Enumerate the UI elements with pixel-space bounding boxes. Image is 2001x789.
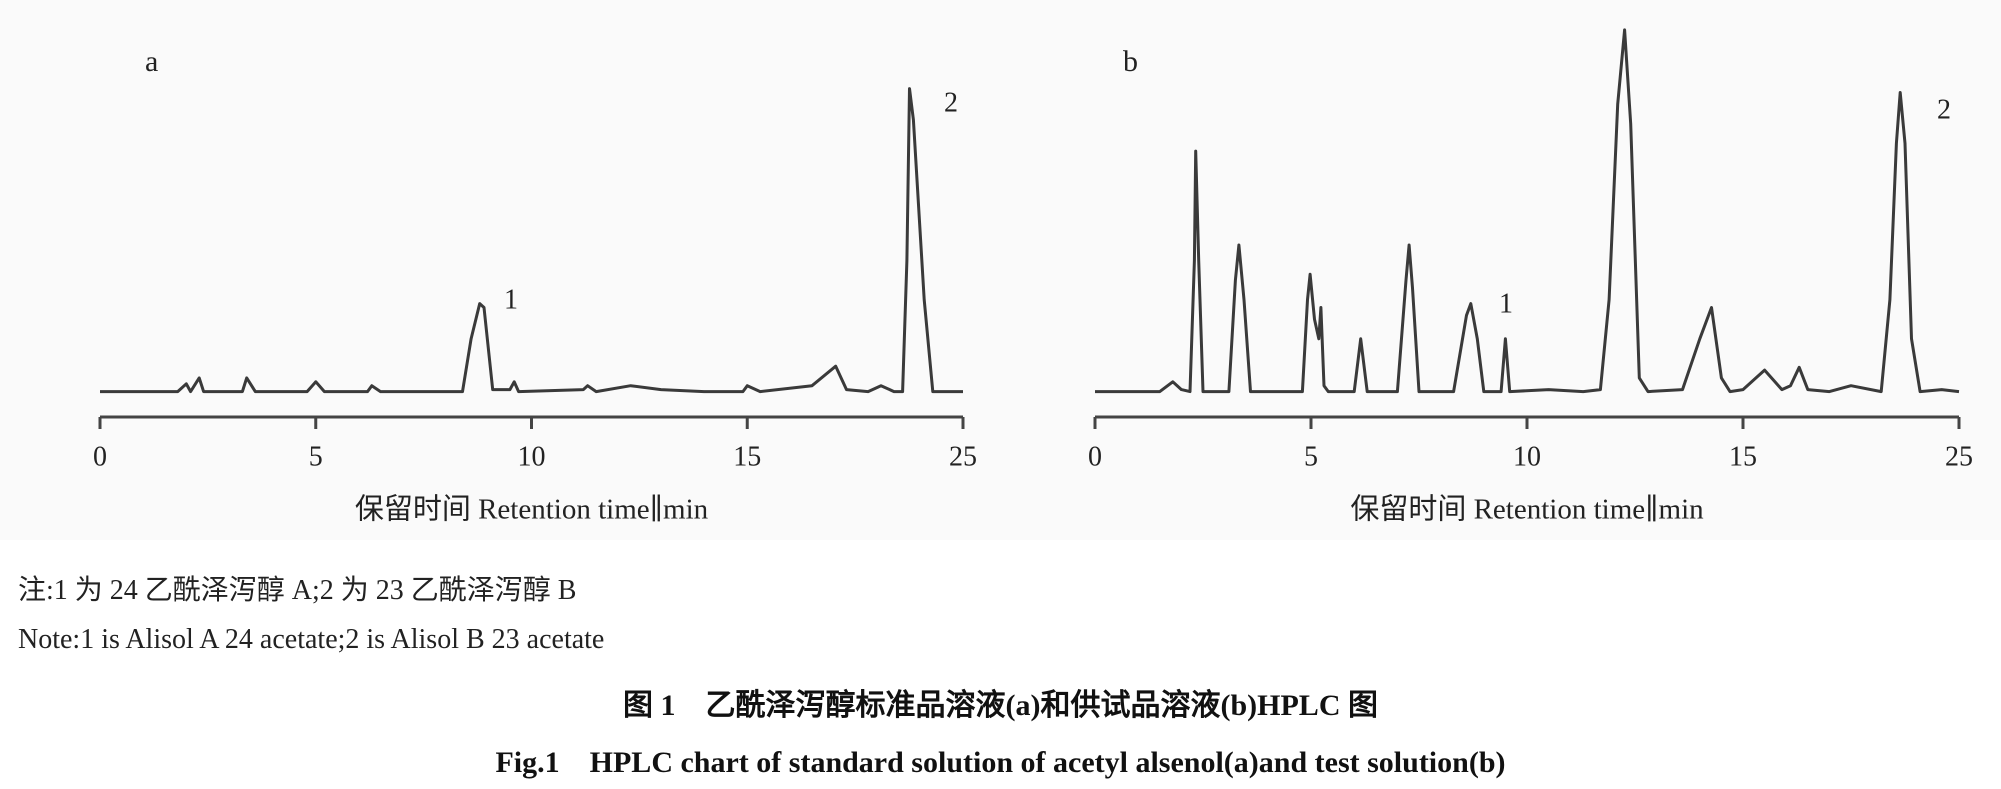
chromatogram-line: [100, 87, 963, 394]
caption-en: Fig.1 HPLC chart of standard solution of…: [495, 746, 1506, 779]
x-tick-label: 10: [1513, 441, 1541, 472]
note: Note:1 is Alisol A 24 acetate;2 is Aliso…: [18, 624, 605, 655]
note: 注:1 为 24 乙酰泽泻醇 A;2 为 23 乙酰泽泻醇 B: [18, 575, 577, 606]
chromatogram-line: [1095, 28, 1960, 394]
x-tick-label: 5: [309, 441, 323, 472]
x-tick-label: 5: [1304, 441, 1318, 472]
x-tick-label: 25: [949, 441, 977, 472]
chart: a 0 5 10 15 25 保留时间 Retention time∥min 1 2 b 0 5 10 1…: [93, 28, 1973, 526]
x-tick-label: 25: [1945, 441, 1973, 472]
x-tick-label: 15: [733, 441, 761, 472]
x-tick-label: 0: [93, 441, 107, 472]
x-tick-label: 10: [518, 441, 546, 472]
peak-label: 2: [1937, 94, 1951, 125]
x-axis-label: 保留时间 Retention time∥min: [355, 493, 709, 526]
peak-label: 2: [944, 87, 958, 118]
peak-label: 1: [1499, 288, 1513, 319]
peak-label: 1: [504, 284, 518, 315]
x-tick-label: 0: [1088, 441, 1102, 472]
caption-zh: 图 1 乙酰泽泻醇标准品溶液(a)和供试品溶液(b)HPLC 图: [623, 689, 1378, 722]
panel-label: a: [145, 45, 158, 78]
x-axis-label: 保留时间 Retention time∥min: [1350, 493, 1704, 526]
x-tick-label: 15: [1729, 441, 1757, 472]
panel-label: b: [1123, 45, 1138, 78]
